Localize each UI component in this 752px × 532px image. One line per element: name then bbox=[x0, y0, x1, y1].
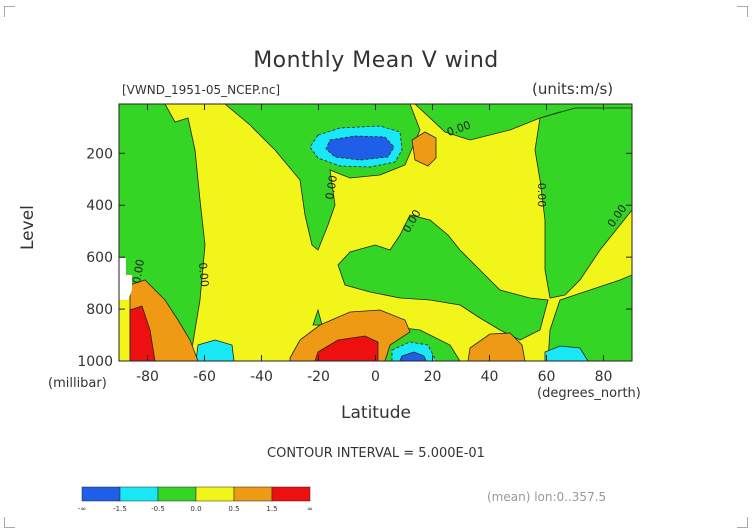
y-axis-ticks: 200 400 600 800 1000 bbox=[77, 146, 632, 370]
x-tick-label: -40 bbox=[250, 369, 273, 385]
colorbar-label: -1.5 bbox=[113, 505, 127, 513]
fill-region-blue-top bbox=[325, 135, 395, 161]
colorbar-swatch bbox=[271, 486, 311, 502]
corner-mark-br bbox=[737, 517, 748, 528]
colorbar-label: ∞ bbox=[307, 505, 313, 513]
contour-line-label: 0.00 bbox=[535, 183, 548, 208]
fill-region-missing-data bbox=[119, 258, 132, 300]
fill-region-green-small bbox=[312, 308, 323, 326]
units-label: (units:m/s) bbox=[532, 80, 614, 98]
contour-line-label: 0.00 bbox=[323, 174, 340, 200]
colorbar-swatch bbox=[233, 486, 273, 502]
file-label: [VWND_1951-05_NCEP.nc] bbox=[122, 83, 281, 97]
x-tick-label: -80 bbox=[136, 369, 159, 385]
fill-region-cyan-bottom-right bbox=[544, 345, 589, 361]
fill-region-orange-bottom-right bbox=[467, 332, 526, 361]
y-tick-label: 800 bbox=[86, 302, 113, 318]
x-axis-title: Latitude bbox=[341, 403, 411, 423]
x-tick-label: -20 bbox=[307, 369, 330, 385]
fill-region-green-lower-right bbox=[547, 274, 632, 361]
colorbar-label: 1.5 bbox=[266, 505, 277, 513]
colorbar-label: 0.5 bbox=[228, 505, 239, 513]
y-tick-label: 1000 bbox=[77, 354, 113, 370]
x-axis-unit: (degrees_north) bbox=[537, 386, 641, 401]
colorbar-swatch bbox=[119, 486, 159, 502]
fill-region-orange-top bbox=[411, 131, 437, 167]
colorbar-swatch bbox=[157, 486, 197, 502]
y-tick-label: 600 bbox=[86, 250, 113, 266]
y-tick-label: 200 bbox=[86, 146, 113, 162]
colorbar: -∞ -1.5 -0.5 0.0 0.5 1.5 ∞ bbox=[78, 486, 313, 513]
fill-region-green-right bbox=[534, 107, 632, 299]
fill-region-orange-bottom-mid bbox=[289, 309, 411, 361]
contour-line-label: 0.00 bbox=[130, 258, 147, 284]
corner-mark-tl bbox=[4, 6, 15, 17]
colorbar-swatch bbox=[81, 486, 121, 502]
fill-region-blue-bottom bbox=[399, 351, 427, 361]
x-tick-label: 60 bbox=[538, 369, 556, 385]
x-tick-label: -60 bbox=[193, 369, 216, 385]
colorbar-label: -0.5 bbox=[151, 505, 165, 513]
y-axis-unit: (millibar) bbox=[48, 376, 107, 391]
x-tick-label: 80 bbox=[595, 369, 613, 385]
colorbar-label: -∞ bbox=[78, 505, 86, 513]
chart-title: Monthly Mean V wind bbox=[253, 48, 499, 73]
colorbar-label: 0.0 bbox=[190, 505, 201, 513]
corner-mark-tr bbox=[737, 6, 748, 17]
fill-region-red-bottom-mid bbox=[314, 335, 379, 361]
x-tick-label: 20 bbox=[424, 369, 442, 385]
x-tick-label: 0 bbox=[371, 369, 380, 385]
contour-interval-label: CONTOUR INTERVAL = 5.000E-01 bbox=[267, 446, 485, 461]
y-tick-label: 400 bbox=[86, 198, 113, 214]
x-axis-ticks: -80 -60 -40 -20 0 20 40 60 80 bbox=[136, 104, 612, 385]
colorbar-swatch bbox=[195, 486, 235, 502]
contour-fill-layer bbox=[119, 104, 632, 361]
fill-region-red-left bbox=[129, 305, 156, 361]
contour-line-label: 0.00 bbox=[196, 262, 211, 288]
footer-mean-label: (mean) lon:0..357.5 bbox=[487, 490, 607, 504]
corner-mark-bl bbox=[4, 517, 15, 528]
fill-region-green-center bbox=[337, 214, 549, 341]
x-tick-label: 40 bbox=[481, 369, 499, 385]
